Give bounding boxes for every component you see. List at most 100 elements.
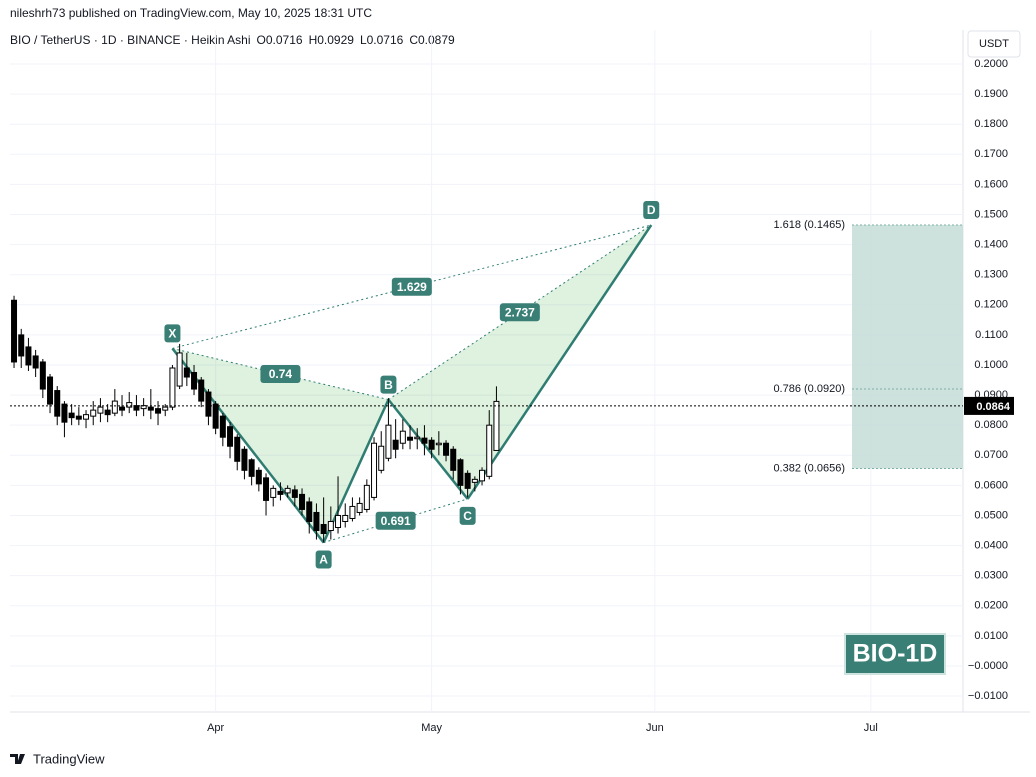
candle-body bbox=[219, 415, 226, 438]
ohlc-value: O0.0716 bbox=[257, 33, 303, 47]
y-tick-label: 0.1600 bbox=[974, 178, 1008, 190]
candle-body bbox=[335, 514, 342, 529]
candle-body bbox=[61, 403, 68, 423]
watermark: BIO-1D bbox=[853, 640, 938, 668]
candle-body bbox=[75, 415, 82, 420]
candle-body bbox=[277, 490, 284, 495]
ohlc-value: H0.0929 bbox=[309, 33, 355, 47]
y-tick-label: 0.0400 bbox=[974, 539, 1008, 551]
last-price-label: 0.0864 bbox=[976, 401, 1011, 413]
x-tick-label: Jul bbox=[864, 722, 878, 734]
candle-body bbox=[68, 412, 75, 419]
y-tick-label: 0.1000 bbox=[974, 359, 1008, 371]
candle-body bbox=[104, 409, 111, 416]
point-label-bg bbox=[459, 506, 476, 525]
y-tick-label: 0.1900 bbox=[974, 88, 1008, 100]
y-tick-label: 0.1300 bbox=[974, 269, 1008, 281]
candle-body bbox=[83, 414, 90, 420]
point-label-bg bbox=[315, 550, 332, 569]
candle-body bbox=[25, 346, 32, 366]
point-label-bg bbox=[643, 201, 660, 220]
candle-body bbox=[97, 406, 104, 414]
candle-body bbox=[155, 408, 162, 414]
y-tick-label: 0.0700 bbox=[974, 449, 1008, 461]
candle-body bbox=[205, 391, 212, 417]
ohlc-value: C0.0879 bbox=[409, 33, 455, 47]
candle-body bbox=[162, 406, 169, 411]
candle-body bbox=[464, 472, 471, 489]
candle-body bbox=[320, 523, 327, 535]
candle-body bbox=[479, 469, 486, 482]
candle-body bbox=[399, 430, 406, 444]
y-tick-label: 0.2000 bbox=[974, 58, 1008, 70]
y-tick-label: 0.0600 bbox=[974, 479, 1008, 491]
ratio-label: 0.74 bbox=[269, 367, 293, 381]
x-tick-label: Apr bbox=[207, 722, 224, 734]
candle-body bbox=[435, 442, 442, 446]
candle-body bbox=[457, 459, 464, 486]
point-label: A bbox=[319, 553, 328, 567]
candle-body bbox=[39, 361, 46, 390]
candle-body bbox=[227, 426, 234, 447]
candle-body bbox=[349, 505, 356, 519]
ratio-label: 2.737 bbox=[505, 305, 535, 319]
pattern-fill bbox=[388, 225, 652, 499]
candle-body bbox=[313, 511, 320, 532]
candle-body bbox=[11, 299, 18, 363]
brand: TradingView bbox=[10, 751, 105, 766]
ohlc-value: L0.0716 bbox=[360, 33, 404, 47]
candle-body bbox=[407, 436, 414, 441]
candle-body bbox=[169, 367, 176, 408]
candle-body bbox=[212, 403, 219, 429]
candle-body bbox=[111, 400, 118, 414]
pattern-leg bbox=[466, 224, 653, 500]
y-tick-label: 0.0800 bbox=[974, 419, 1008, 431]
candle-body bbox=[378, 445, 385, 471]
candle-body bbox=[176, 352, 183, 387]
point-label-bg bbox=[164, 324, 181, 343]
candle-body bbox=[255, 469, 262, 485]
watermark-bg bbox=[844, 633, 946, 675]
last-price-bg bbox=[964, 396, 1014, 415]
candle-body bbox=[493, 400, 500, 451]
candle-body bbox=[90, 409, 97, 417]
fib-zone bbox=[852, 225, 963, 469]
brand-logo bbox=[10, 754, 25, 764]
candle-body bbox=[421, 437, 428, 444]
symbol-info: BIO / TetherUS · 1D · BINANCE · Heikin A… bbox=[10, 33, 251, 47]
x-tick-label: Jun bbox=[646, 722, 664, 734]
fib-label: 0.382 (0.0656) bbox=[773, 462, 845, 474]
y-tick-label: 0.1200 bbox=[974, 299, 1008, 311]
brand-name: TradingView bbox=[33, 751, 105, 766]
currency: USDT bbox=[979, 38, 1009, 50]
point-label: C bbox=[463, 509, 472, 523]
y-tick-label: 0.0500 bbox=[974, 509, 1008, 521]
y-tick-label: 0.1800 bbox=[974, 118, 1008, 130]
y-tick-label: 0.1100 bbox=[975, 329, 1008, 341]
y-tick-label: 0.0300 bbox=[974, 570, 1008, 582]
ratio-label-bg bbox=[375, 511, 416, 530]
publisher: nileshrh73 published on TradingView.com,… bbox=[10, 6, 372, 20]
candle-body bbox=[248, 459, 255, 477]
candle-body bbox=[342, 514, 349, 522]
point-label-bg bbox=[380, 375, 397, 394]
y-tick-label: −0.0100 bbox=[968, 690, 1008, 702]
currency-box[interactable] bbox=[967, 30, 1021, 58]
candle-body bbox=[306, 501, 313, 522]
candle-body bbox=[191, 372, 198, 390]
y-tick-label: 0.0200 bbox=[974, 600, 1008, 612]
candle-body bbox=[183, 367, 190, 378]
candle-body bbox=[270, 487, 277, 498]
candle-body bbox=[356, 502, 363, 513]
candle-body bbox=[133, 405, 140, 411]
y-tick-label: 0.1400 bbox=[974, 238, 1008, 250]
candle-body bbox=[18, 334, 25, 357]
ratio-label-bg bbox=[391, 277, 432, 296]
y-tick-label: 0.1500 bbox=[974, 208, 1008, 220]
candle-body bbox=[450, 448, 457, 471]
fib-label: 0.786 (0.0920) bbox=[773, 383, 845, 395]
pattern-leg bbox=[171, 347, 325, 544]
candle-body bbox=[54, 390, 61, 417]
ratio-label: 0.691 bbox=[381, 514, 411, 528]
